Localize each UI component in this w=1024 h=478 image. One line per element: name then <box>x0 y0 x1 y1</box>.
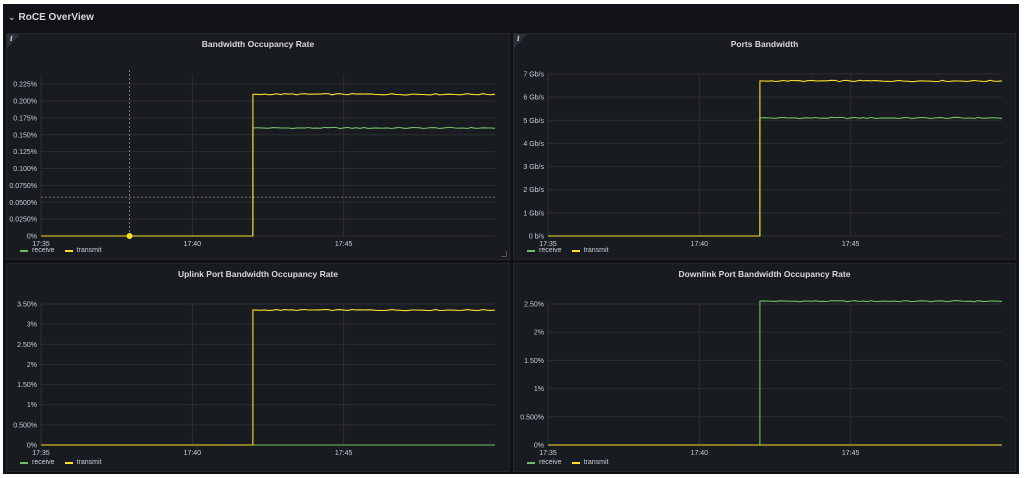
legend-label: transmit <box>583 459 609 466</box>
legend-item-receive[interactable]: receive <box>527 247 562 254</box>
x-tick-label: 17:35 <box>32 450 50 457</box>
x-tick-label: 17:45 <box>842 241 860 248</box>
y-tick-label: 0.150% <box>13 132 37 139</box>
legend-item-receive[interactable]: receive <box>20 247 55 254</box>
legend-swatch <box>571 461 580 464</box>
y-tick-label: 0.125% <box>13 149 37 156</box>
y-tick-label: 2 Gb/s <box>523 187 544 194</box>
y-tick-label: 0.500% <box>520 414 544 421</box>
chart[interactable]: 0% 0.500% 1% 1.50% 2% 2.50% 17:35 17:40 17:45 <box>514 264 1017 473</box>
row-title: RoCE OverView <box>18 12 94 23</box>
y-tick-label: 0.200% <box>13 99 37 106</box>
y-tick-label: 2.50% <box>17 342 37 349</box>
x-tick-label: 17:40 <box>184 241 202 248</box>
y-tick-label: 3% <box>27 322 37 329</box>
legend-label: receive <box>32 459 55 466</box>
y-tick-label: 3 Gb/s <box>523 164 544 171</box>
panel-uplink-port-bandwidth-occupancy-rate: Uplink Port Bandwidth Occupancy Rate 0% 0… <box>6 263 510 472</box>
x-tick-label: 17:35 <box>32 241 50 248</box>
legend: receive transmit <box>527 459 608 466</box>
legend-swatch <box>527 249 535 252</box>
chart[interactable]: 0 b/s 1 Gb/s 2 Gb/s 3 Gb/s 4 Gb/s 5 Gb/s 6 Gb/… <box>514 34 1017 261</box>
chevron-down-icon[interactable]: ⌄ <box>8 12 16 22</box>
legend: receive transmit <box>20 247 101 254</box>
dashboard: ⌄ RoCE OverView i Bandwidth Occupancy Ra… <box>3 4 1019 474</box>
y-tick-label: 0.225% <box>13 82 37 89</box>
y-tick-label: 1.50% <box>524 358 544 365</box>
legend-swatch <box>571 249 580 252</box>
y-tick-label: 3.50% <box>17 302 37 309</box>
y-tick-label: 0% <box>27 443 37 450</box>
info-icon[interactable]: i <box>517 34 520 43</box>
legend-item-transmit[interactable]: transmit <box>571 459 609 466</box>
x-tick-label: 17:35 <box>539 450 557 457</box>
panel-bandwidth-occupancy-rate: i Bandwidth Occupancy Rate 0% 0.0250% 0.05… <box>6 33 510 260</box>
panel-title[interactable]: Bandwidth Occupancy Rate <box>201 39 315 49</box>
x-tick-label: 17:45 <box>842 450 860 457</box>
series-line-transmit <box>41 93 496 237</box>
series-line-receive <box>548 116 1003 237</box>
x-tick-label: 17:40 <box>691 241 709 248</box>
series-line-transmit <box>548 79 1003 237</box>
y-tick-label: 0.175% <box>13 115 37 122</box>
legend-item-transmit[interactable]: transmit <box>571 247 609 254</box>
legend-swatch <box>20 461 28 464</box>
legend: receive transmit <box>527 247 608 254</box>
y-tick-label: 1% <box>534 386 544 393</box>
x-tick-label: 17:40 <box>691 450 709 457</box>
legend-swatch <box>527 461 535 464</box>
legend-swatch <box>64 461 73 464</box>
info-corner[interactable] <box>7 34 21 48</box>
x-tick-label: 17:40 <box>184 450 202 457</box>
y-tick-label: 0% <box>27 234 37 241</box>
legend-label: receive <box>539 247 562 254</box>
panel-title[interactable]: Downlink Port Bandwidth Occupancy Rate <box>678 269 851 279</box>
chart[interactable]: 0% 0.0250% 0.0500% 0.0750% 0.100% 0.125% 0.150… <box>7 34 511 261</box>
y-tick-label: 1.50% <box>17 382 37 389</box>
series-line-receive <box>548 300 1003 446</box>
y-tick-label: 4 Gb/s <box>523 141 544 148</box>
legend-item-receive[interactable]: receive <box>527 459 562 466</box>
legend-label: receive <box>539 459 562 466</box>
resize-handle[interactable] <box>501 251 507 257</box>
y-tick-label: 0 b/s <box>529 234 545 241</box>
legend: receive transmit <box>20 459 101 466</box>
legend-label: transmit <box>583 247 609 254</box>
y-tick-label: 2% <box>534 330 544 337</box>
x-tick-label: 17:45 <box>335 450 353 457</box>
panel-ports-bandwidth: i Ports Bandwidth 0 b/s 1 Gb/s 2 Gb/s 3 Gb/… <box>513 33 1016 260</box>
y-tick-label: 0.0250% <box>9 217 37 224</box>
info-icon[interactable]: i <box>10 34 13 43</box>
info-corner[interactable] <box>514 34 528 48</box>
y-tick-label: 1% <box>27 402 37 409</box>
legend-item-transmit[interactable]: transmit <box>64 459 102 466</box>
y-tick-label: 7 Gb/s <box>523 72 544 79</box>
y-tick-label: 2.50% <box>524 302 544 309</box>
legend-swatch <box>20 249 28 252</box>
y-tick-label: 6 Gb/s <box>523 95 544 102</box>
x-tick-label: 17:45 <box>335 241 353 248</box>
x-tick-label: 17:35 <box>539 241 557 248</box>
panel-title[interactable]: Ports Bandwidth <box>730 39 799 49</box>
legend-item-receive[interactable]: receive <box>20 459 55 466</box>
y-tick-label: 0.500% <box>13 422 37 429</box>
y-tick-label: 5 Gb/s <box>523 118 544 125</box>
panel-title[interactable]: Uplink Port Bandwidth Occupancy Rate <box>177 269 339 279</box>
row-header[interactable]: ⌄ RoCE OverView <box>3 4 1019 31</box>
legend-label: receive <box>32 247 55 254</box>
legend-label: transmit <box>76 459 102 466</box>
series-line-transmit <box>41 308 496 446</box>
y-tick-label: 2% <box>27 362 37 369</box>
series-line-receive <box>41 126 496 237</box>
y-tick-label: 1 Gb/s <box>523 210 544 217</box>
y-tick-label: 0.100% <box>13 166 37 173</box>
legend-label: transmit <box>76 247 102 254</box>
y-tick-label: 0.0500% <box>9 200 37 207</box>
y-tick-label: 0.0750% <box>9 183 37 190</box>
panel-downlink-port-bandwidth-occupancy-rate: Downlink Port Bandwidth Occupancy Rate 0… <box>513 263 1016 472</box>
y-tick-label: 0% <box>534 443 544 450</box>
chart[interactable]: 0% 0.500% 1% 1.50% 2% 2.50% 3% 3.50% 17:35 17:40 1… <box>7 264 511 473</box>
legend-item-transmit[interactable]: transmit <box>64 247 102 254</box>
legend-swatch <box>64 249 73 252</box>
